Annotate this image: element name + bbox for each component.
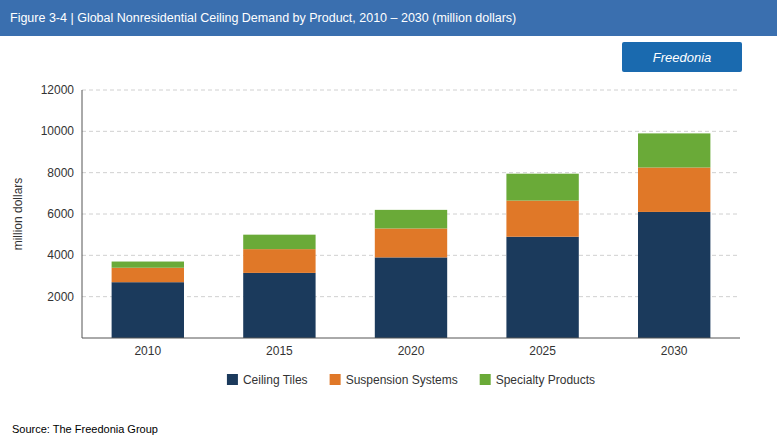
legend-item: Suspension Systems bbox=[330, 373, 458, 387]
y-tick-label: 12000 bbox=[41, 83, 75, 97]
legend-item: Specialty Products bbox=[480, 373, 595, 387]
chart: Figure 3-4 | Global Nonresidential Ceili… bbox=[0, 0, 777, 443]
bar-segment bbox=[638, 212, 710, 338]
title: Figure 3-4 | Global Nonresidential Ceili… bbox=[10, 11, 516, 25]
legend: Ceiling Tiles Suspension Systems Specialty… bbox=[227, 373, 595, 387]
legend-label: Specialty Products bbox=[496, 373, 595, 387]
bar-segment bbox=[375, 257, 447, 338]
bar-segment bbox=[638, 168, 710, 212]
bar-segment bbox=[112, 262, 184, 268]
y-tick-label: 8000 bbox=[47, 166, 74, 180]
x-ticks: 2010 2015 2020 2025 2030 bbox=[134, 344, 687, 358]
x-tick-label: 2020 bbox=[398, 344, 425, 358]
legend-label: Ceiling Tiles bbox=[243, 373, 308, 387]
y-ticks: 2000 4000 6000 8000 10000 12000 bbox=[41, 83, 75, 304]
bar-segment bbox=[506, 201, 578, 237]
x-tick-label: 2025 bbox=[529, 344, 556, 358]
y-axis-line bbox=[82, 90, 83, 338]
bar-segment bbox=[506, 237, 578, 338]
x-tick-label: 2015 bbox=[266, 344, 293, 358]
grid-line bbox=[82, 90, 740, 91]
y-tick-label: 2000 bbox=[47, 290, 74, 304]
bar-segment bbox=[112, 282, 184, 338]
bar-segment bbox=[112, 268, 184, 282]
logo-text: Freedonia bbox=[653, 50, 712, 65]
bar-segment bbox=[243, 249, 315, 273]
legend-swatch bbox=[330, 374, 341, 385]
legend-item: Ceiling Tiles bbox=[227, 373, 308, 387]
legend-swatch bbox=[227, 374, 238, 385]
bar-segment bbox=[243, 235, 315, 249]
x-tick-label: 2030 bbox=[661, 344, 688, 358]
y-axis-label: million dollars bbox=[11, 178, 25, 251]
header-bar bbox=[0, 0, 777, 36]
x-tick-label: 2010 bbox=[134, 344, 161, 358]
bar-segment bbox=[506, 174, 578, 201]
bars bbox=[112, 133, 711, 338]
legend-swatch bbox=[480, 374, 491, 385]
x-axis-line bbox=[82, 338, 740, 339]
y-tick-label: 6000 bbox=[47, 207, 74, 221]
bar-segment bbox=[375, 210, 447, 229]
source-text: Source: The Freedonia Group bbox=[12, 423, 158, 435]
bar-segment bbox=[243, 273, 315, 338]
grid-line bbox=[82, 131, 740, 132]
bar-segment bbox=[375, 228, 447, 257]
y-tick-label: 10000 bbox=[41, 124, 75, 138]
logo-box bbox=[622, 42, 742, 72]
y-tick-label: 4000 bbox=[47, 248, 74, 262]
legend-label: Suspension Systems bbox=[346, 373, 458, 387]
bar-segment bbox=[638, 133, 710, 167]
